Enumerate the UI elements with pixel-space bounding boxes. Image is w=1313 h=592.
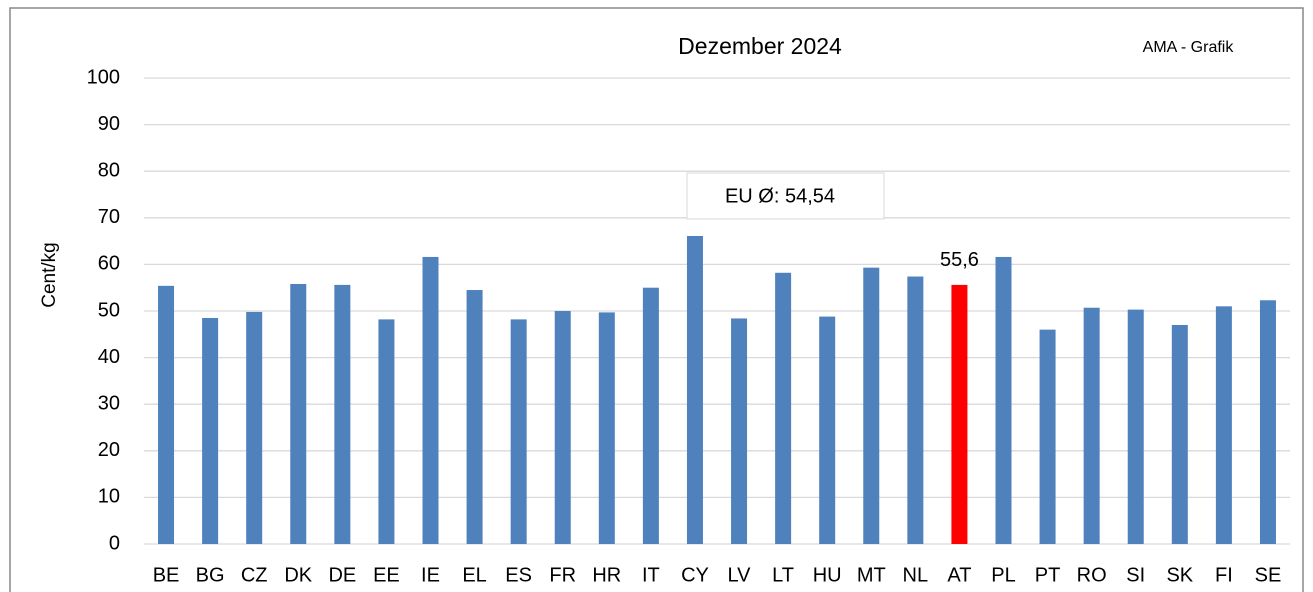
bar: [951, 284, 968, 544]
bar: [158, 285, 175, 544]
x-tick-label: SE: [1255, 564, 1282, 586]
y-tick-label: 90: [98, 113, 120, 135]
bar: [466, 290, 483, 544]
y-tick-label: 40: [98, 346, 120, 368]
y-tick-label: 20: [98, 439, 120, 461]
chart-frame: [9, 7, 1304, 592]
y-tick-label: 100: [87, 66, 120, 88]
bar: [1127, 309, 1144, 544]
bar: [554, 311, 571, 544]
bar: [731, 318, 748, 544]
x-tick-label: HU: [813, 564, 842, 586]
x-tick-label: RO: [1077, 564, 1107, 586]
x-tick-label: BE: [153, 564, 180, 586]
y-tick-label: 60: [98, 253, 120, 275]
annotation-box: [686, 172, 885, 220]
x-tick-label: CZ: [241, 564, 268, 586]
bar: [863, 267, 880, 544]
x-tick-label: SI: [1126, 564, 1145, 586]
x-tick-label: LT: [772, 564, 794, 586]
bar: [290, 283, 307, 544]
x-tick-label: HR: [592, 564, 621, 586]
y-tick-label: 80: [98, 159, 120, 181]
bar: [202, 317, 219, 544]
y-axis-label: Cent/kg: [39, 242, 60, 307]
bar: [510, 319, 527, 544]
x-tick-label: FR: [549, 564, 576, 586]
bar: [819, 316, 836, 544]
y-tick-label: 30: [98, 392, 120, 414]
x-tick-label: FI: [1215, 564, 1233, 586]
bar: [1259, 300, 1276, 544]
x-tick-label: PL: [991, 564, 1015, 586]
bar: [907, 276, 924, 544]
bar: [642, 287, 659, 544]
x-tick-label: PT: [1035, 564, 1061, 586]
y-tick-label: 10: [98, 486, 120, 508]
x-tick-label: EE: [373, 564, 400, 586]
y-tick-label: 70: [98, 206, 120, 228]
x-tick-label: DK: [284, 564, 312, 586]
x-tick-label: CY: [681, 564, 709, 586]
x-tick-label: EL: [462, 564, 486, 586]
x-tick-label: ES: [505, 564, 532, 586]
bar: [686, 235, 703, 544]
y-tick-label: 0: [109, 532, 120, 554]
data-label: 55,6: [940, 249, 979, 271]
x-tick-label: IT: [642, 564, 660, 586]
y-tick-label: 50: [98, 299, 120, 321]
bar: [775, 272, 792, 544]
x-tick-label: BG: [196, 564, 225, 586]
annotation: EU Ø: 54,54: [725, 185, 835, 207]
x-tick-label: LV: [728, 564, 752, 586]
bar: [598, 312, 615, 544]
bar: [378, 319, 395, 544]
bar: [995, 256, 1012, 544]
bar: [334, 284, 351, 544]
x-tick-label: SK: [1166, 564, 1193, 586]
x-tick-label: AT: [947, 564, 971, 586]
bar: [246, 311, 263, 544]
chart-title: Dezember 2024: [678, 33, 842, 59]
bar: [1171, 324, 1188, 544]
bar: [1215, 306, 1232, 544]
source-label: AMA - Grafik: [1143, 39, 1235, 56]
x-tick-label: IE: [421, 564, 440, 586]
x-tick-label: DE: [328, 564, 356, 586]
bar: [1083, 307, 1100, 544]
bar: [422, 256, 439, 544]
x-tick-label: MT: [857, 564, 886, 586]
x-tick-label: NL: [903, 564, 929, 586]
bar: [1039, 329, 1056, 544]
